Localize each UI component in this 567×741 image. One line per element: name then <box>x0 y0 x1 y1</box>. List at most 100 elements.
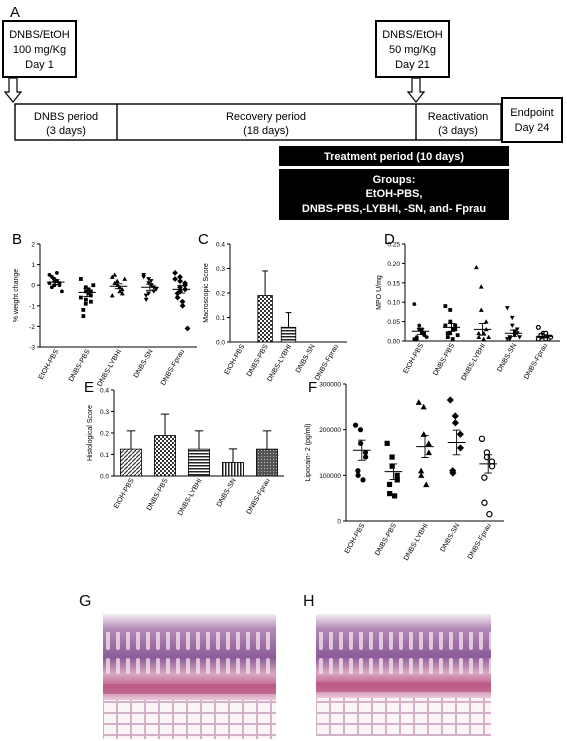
square-marker <box>453 327 458 332</box>
x-tick-label: EtOH-PBS <box>224 343 247 376</box>
y-tick-label: 0.2 <box>100 431 109 438</box>
circle-marker <box>357 427 364 433</box>
dose-box-day21-line2: 50 mg/Kg <box>389 44 436 56</box>
panel-letter-b: B <box>12 231 22 248</box>
dose-box-day1-line3: Day 1 <box>25 59 54 71</box>
circle-marker <box>412 302 417 307</box>
triangle-marker <box>478 307 484 312</box>
triangle-down-marker <box>146 291 151 296</box>
x-tick-label: DNBS-Fprau <box>467 522 493 560</box>
x-tick-label: DNBS-Fprau <box>246 477 272 515</box>
period-reactivation-label: Reactivation <box>428 111 489 123</box>
triangle-marker <box>112 272 118 277</box>
square-marker <box>81 308 86 312</box>
triangle-marker <box>481 336 487 341</box>
y-axis-label: % weight change <box>13 269 20 322</box>
diamond-marker <box>177 274 183 280</box>
triangle-marker <box>425 440 432 446</box>
x-tick-label: EtOH-PBS <box>344 522 367 555</box>
square-marker <box>78 295 83 300</box>
x-tick-label: DNBS-SN <box>216 478 238 509</box>
triangle-marker <box>476 330 482 336</box>
groups-title: Groups: <box>373 174 416 186</box>
y-tick-label: 0.1 <box>216 315 225 322</box>
panel-e-histological-score: E 0.4 0.3 0.2 0.1 0.0 Histological Score EtOH-P… <box>84 379 284 517</box>
x-tick-label: DNBS-SN <box>496 343 518 374</box>
square-marker <box>84 289 88 294</box>
panel-letter-g: G <box>79 593 92 610</box>
circle-marker <box>352 422 359 428</box>
circle-marker <box>360 477 366 483</box>
y-tick-label: 200000 <box>319 427 341 434</box>
dose-box-day21 <box>375 20 450 78</box>
arrow-down-icon <box>406 77 426 103</box>
square-marker <box>448 308 453 312</box>
endpoint-label: Endpoint <box>510 107 553 119</box>
x-tick-label: DNBS-LYBHI <box>177 477 204 516</box>
diamond-marker <box>451 412 459 420</box>
diamond-marker <box>446 396 454 404</box>
triangle-down-marker <box>504 306 510 311</box>
triangle-down-marker <box>153 287 159 292</box>
square-marker <box>384 440 390 446</box>
square-marker <box>445 335 450 340</box>
triangle-down-marker <box>143 297 149 303</box>
x-tick-label: DNBS-PBS <box>146 477 170 512</box>
dose-box-day21-line3: Day 21 <box>395 59 430 71</box>
period-recovery-duration: (18 days) <box>243 125 289 137</box>
square-marker <box>445 331 450 336</box>
square-marker <box>78 277 83 281</box>
circle-marker <box>60 289 64 294</box>
triangle-marker <box>415 399 422 405</box>
square-marker <box>83 285 88 290</box>
triangle-down-marker <box>512 333 518 338</box>
square-marker <box>86 287 91 292</box>
triangle-down-marker <box>143 293 149 298</box>
diamond-marker <box>179 302 186 309</box>
diamond-marker <box>182 280 188 287</box>
circle-open-marker <box>483 453 491 461</box>
triangle-down-marker <box>517 335 523 340</box>
circle-marker <box>55 270 59 275</box>
period-reactivation-duration: (3 days) <box>438 125 478 137</box>
y-tick-label: 0.1 <box>100 452 109 459</box>
triangle-marker <box>420 403 427 410</box>
square-marker <box>387 491 393 497</box>
y-axis-label: Histological Score <box>87 405 94 461</box>
triangle-marker <box>119 291 125 296</box>
dose-box-day1-line2: 100 mg/Kg <box>13 44 66 56</box>
triangle-marker <box>486 334 492 340</box>
groups-line2: DNBS-PBS,-LYBHI, -SN, and- Fprau <box>302 203 486 215</box>
diamond-marker <box>177 278 183 284</box>
triangle-down-marker <box>146 277 151 282</box>
diamond-marker <box>456 444 465 452</box>
triangle-marker <box>117 288 123 294</box>
circle-open-marker <box>481 474 488 481</box>
triangle-marker <box>423 481 430 488</box>
bar <box>188 448 210 477</box>
square-marker <box>450 337 455 341</box>
y-tick-label: 1 <box>31 262 35 269</box>
panel-d-mpo: D0.25 0.20 0.15 0.10 0.05 0.00 MPO U/mg EtOH-PB… <box>376 231 560 382</box>
timeline-bar <box>14 103 502 141</box>
triangle-down-marker <box>509 323 515 328</box>
bar <box>120 448 142 477</box>
x-tick-label: DNBS-Fprau <box>160 348 186 386</box>
bar <box>256 448 278 477</box>
square-marker <box>84 297 88 302</box>
panel-c-macroscopic-score: C 0.4 0.3 0.2 0.1 0.0 Macroscopic Score EtOH-PB… <box>198 231 347 383</box>
groups-line1: EtOH-PBS, <box>366 188 423 200</box>
square-marker <box>88 289 93 294</box>
triangle-marker <box>483 319 489 324</box>
diamond-marker <box>184 325 191 332</box>
y-axis-label: Macroscopic Score <box>203 263 210 323</box>
square-marker <box>88 293 93 298</box>
square-marker <box>81 314 86 318</box>
x-tick-label: EtOH-PBS <box>38 348 61 381</box>
triangle-down-marker <box>514 327 520 332</box>
panel-letter-e: E <box>84 379 94 396</box>
bar <box>222 462 244 477</box>
y-tick-label: -3 <box>29 345 35 352</box>
diamond-marker <box>174 294 181 301</box>
